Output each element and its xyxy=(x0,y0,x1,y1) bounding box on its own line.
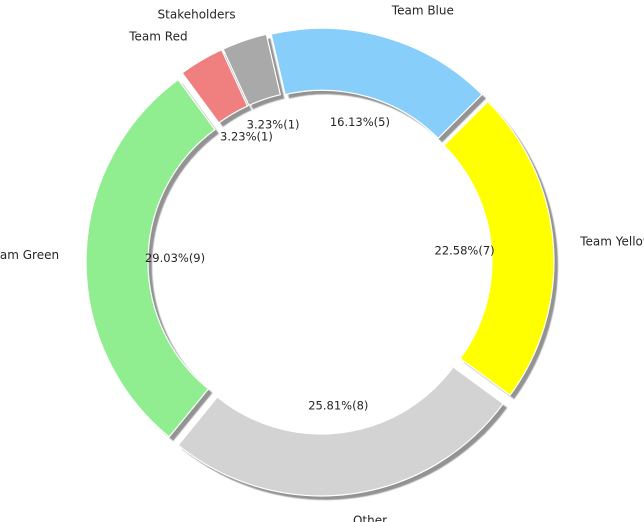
percent-labels: 16.13%(5) 3.23%(1)3.23%(1) 29.03%(9) 25.81%… xyxy=(145,115,495,412)
percent-label-team-green: 29.03%(9) xyxy=(145,251,205,265)
slice-label-team-yellow: Team Yellow xyxy=(579,235,644,249)
slice-labels: Team Blue Stakeholders Team Red Team Green O… xyxy=(0,4,644,522)
slice-stakeholders xyxy=(222,33,282,107)
slice-label-other: Other xyxy=(353,513,387,522)
slice-team-yellow xyxy=(443,100,555,396)
percent-label-other: 25.81%(8) xyxy=(308,398,368,412)
slice-team-red xyxy=(181,48,249,124)
slice-label-stakeholders: Stakeholders xyxy=(158,8,236,22)
slices xyxy=(85,27,555,497)
slice-team-green xyxy=(85,78,216,438)
slice-label-team-green: Team Green xyxy=(0,248,59,262)
percent-label-team-blue: 16.13%(5) xyxy=(330,115,390,129)
slice-label-team-red: Team Red xyxy=(128,30,187,44)
slice-team-blue xyxy=(270,27,483,140)
slice-other xyxy=(177,366,505,497)
percent-label-team-red: 3.23%(1) xyxy=(220,130,273,144)
percent-label-team-yellow: 22.58%(7) xyxy=(435,243,495,257)
slice-label-team-blue: Team Blue xyxy=(391,4,454,18)
percent-label-stakeholders: 3.23%(1) xyxy=(247,117,300,131)
